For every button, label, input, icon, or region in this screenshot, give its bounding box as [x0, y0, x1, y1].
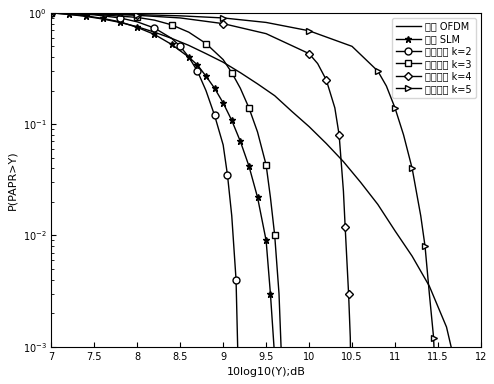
X-axis label: 10log10(Y);dB: 10log10(Y);dB — [227, 367, 306, 377]
Y-axis label: P(PAPR>Y): P(PAPR>Y) — [7, 150, 17, 210]
Legend: 原始 OFDM, 传统 SLM, 改进算法 k=2, 改进算法 k=3, 改进算法 k=4, 改进算法 k=5: 原始 OFDM, 传统 SLM, 改进算法 k=2, 改进算法 k=3, 改进算… — [392, 18, 476, 98]
